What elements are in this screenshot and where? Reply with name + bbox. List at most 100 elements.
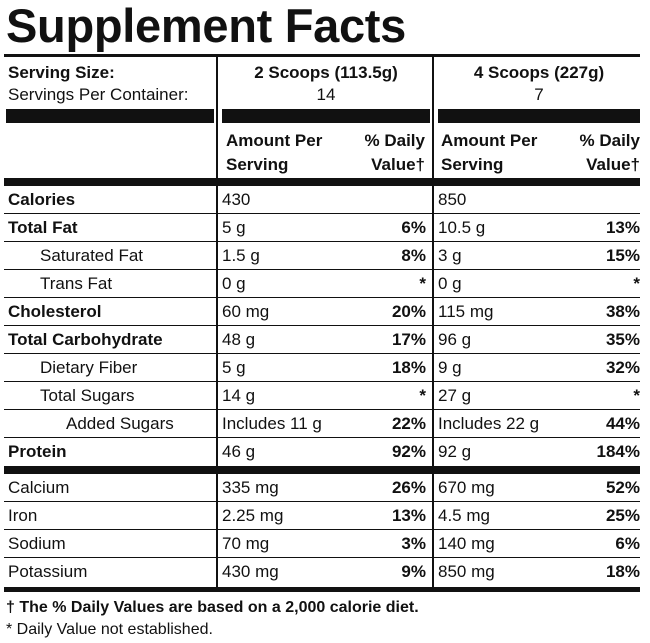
col2-amount: 115 mg [438, 302, 494, 321]
col2-daily-value: 184% [596, 442, 640, 461]
col1-dv-header-line1: % Daily [364, 131, 425, 150]
row-separator [4, 269, 640, 270]
col1-servings: 14 [316, 85, 336, 104]
row-separator [4, 437, 640, 438]
col2-amount: 850 [438, 190, 467, 209]
col1-serving-size: 2 Scoops (113.5g) [254, 63, 398, 82]
nutrient-name: Total Fat [8, 218, 78, 237]
bottom-rule [4, 587, 640, 592]
nutrient-row: Sodium 70 mg 3% 140 mg 6% [0, 530, 650, 558]
col2-amount: 850 mg [438, 562, 495, 581]
col2-amount: 9 g [438, 358, 462, 377]
col1-daily-value: 20% [391, 302, 426, 321]
row-separator [4, 213, 640, 214]
nutrient-row: Cholesterol 60 mg 20% 115 mg 38% [0, 298, 650, 326]
col2-amount-header-line2: Serving [441, 155, 504, 174]
col1-daily-value: 26% [391, 478, 426, 497]
nutrient-row: Added Sugars Includes 11 g 22% Includes 22 … [0, 410, 650, 438]
col1-daily-value: * [419, 386, 426, 405]
row-separator [4, 297, 640, 298]
col2-daily-value: * [633, 274, 640, 293]
nutrient-name: Trans Fat [40, 274, 113, 293]
nutrient-name: Cholesterol [8, 302, 102, 321]
col1-daily-value: * [419, 274, 426, 293]
daily-values-footnote: † The % Daily Values are based on a 2,00… [6, 599, 419, 616]
col2-servings: 7 [534, 85, 544, 104]
col1-amount: 1.5 g [222, 246, 260, 265]
row-separator [4, 241, 640, 242]
col2-daily-value: 15% [605, 246, 640, 265]
title-rule [4, 54, 640, 57]
nutrient-row: Iron 2.25 mg 13% 4.5 mg 25% [0, 502, 650, 530]
col2-daily-value: * [633, 386, 640, 405]
col1-amount: 70 mg [222, 534, 270, 553]
col2-amount: Includes 22 g [438, 414, 540, 433]
col2-amount: 670 mg [438, 478, 495, 497]
nutrient-row: Calcium 335 mg 26% 670 mg 52% [0, 474, 650, 502]
col2-amount: 92 g [438, 442, 472, 461]
col2-daily-value: 52% [605, 478, 640, 497]
nutrient-row: Saturated Fat 1.5 g 8% 3 g 15% [0, 242, 650, 270]
col1-daily-value: 9% [401, 562, 426, 581]
col1-amount: 5 g [222, 218, 246, 237]
nutrient-row: Total Sugars 14 g * 27 g * [0, 382, 650, 410]
col2-divider [432, 57, 434, 587]
nutrient-row: Dietary Fiber 5 g 18% 9 g 32% [0, 354, 650, 382]
nutrient-name: Protein [8, 442, 67, 461]
col2-daily-value: 38% [605, 302, 640, 321]
not-established-footnote: * Daily Value not established. [6, 621, 213, 638]
col2-amount: 3 g [438, 246, 462, 265]
col1-dv-header-line2: Value† [371, 155, 425, 174]
nutrient-name: Dietary Fiber [40, 358, 138, 377]
col1-daily-value: 92% [391, 442, 426, 461]
col2-amount: 10.5 g [438, 218, 486, 237]
col2-amount: 0 g [438, 274, 462, 293]
header-bar-col1 [222, 109, 430, 123]
nutrient-row: Potassium 430 mg 9% 850 mg 18% [0, 558, 650, 586]
col1-daily-value: 13% [391, 506, 426, 525]
col1-amount: 0 g [222, 274, 246, 293]
col2-amount-header: Amount Per Serving [441, 129, 537, 177]
nutrient-name: Calories [8, 190, 76, 209]
col1-daily-value: 3% [401, 534, 426, 553]
panel-title: Supplement Facts [6, 0, 407, 52]
col2-daily-value: 13% [605, 218, 640, 237]
col2-daily-value: 6% [615, 534, 640, 553]
col1-amount: 2.25 mg [222, 506, 284, 525]
col2-daily-value: 25% [605, 506, 640, 525]
nutrient-name: Iron [8, 506, 38, 525]
header-bar-left [6, 109, 214, 123]
col2-amount: 27 g [438, 386, 472, 405]
col1-amount: 430 mg [222, 562, 279, 581]
nutrient-name: Saturated Fat [40, 246, 144, 265]
row-separator [4, 325, 640, 326]
nutrient-name: Sodium [8, 534, 66, 553]
nutrient-row: Protein 46 g 92% 92 g 184% [0, 438, 650, 466]
col2-dv-header-line2: Value† [586, 155, 640, 174]
col2-serving-size: 4 Scoops (227g) [473, 63, 605, 82]
col1-amount: 46 g [222, 442, 256, 461]
col1-amount: Includes 11 g [222, 414, 322, 433]
col1-amount: 335 mg [222, 478, 279, 497]
col2-daily-value: 32% [605, 358, 640, 377]
col2-amount: 140 mg [438, 534, 495, 553]
servings-per-container-label: Servings Per Container: [8, 85, 189, 104]
col1-daily-value: 6% [401, 218, 426, 237]
col2-amount-header-line1: Amount Per [441, 131, 538, 150]
col1-divider [216, 57, 218, 587]
col2-amount: 96 g [438, 330, 472, 349]
col1-amount-header: Amount Per Serving [226, 129, 322, 177]
col1-amount-header-line1: Amount Per [226, 131, 323, 150]
col1-amount: 60 mg [222, 302, 270, 321]
col1-dv-header: % Daily Value† [340, 129, 425, 177]
serving-size-label: Serving Size: [8, 63, 115, 82]
col2-daily-value: 35% [605, 330, 640, 349]
col1-daily-value: 17% [391, 330, 426, 349]
row-separator [4, 529, 640, 530]
row-separator [4, 501, 640, 502]
col1-amount-header-line2: Serving [226, 155, 289, 174]
protein-thick-rule [4, 466, 640, 474]
col2-daily-value: 44% [605, 414, 640, 433]
col2-dv-header: % Daily Value† [555, 129, 640, 177]
col1-amount: 48 g [222, 330, 256, 349]
